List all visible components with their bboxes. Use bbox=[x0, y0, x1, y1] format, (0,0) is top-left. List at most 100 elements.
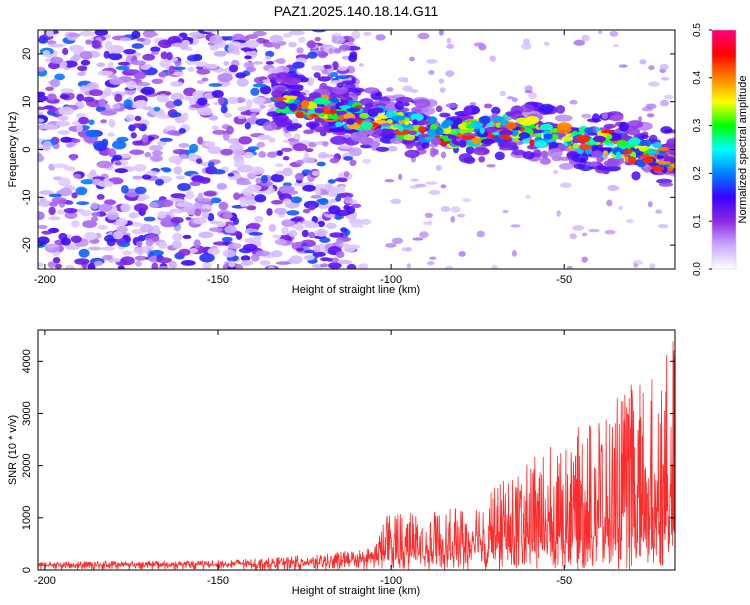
spectrogram-blob bbox=[421, 142, 430, 149]
spectrogram-blob bbox=[234, 158, 245, 166]
spectrogram-blob bbox=[312, 251, 326, 257]
spectrogram-blob bbox=[394, 101, 405, 110]
spectrogram-blob bbox=[551, 134, 559, 141]
spectrogram-blob bbox=[450, 206, 461, 213]
spectrogram-blob bbox=[335, 121, 343, 127]
spectrogram-blob bbox=[440, 206, 451, 212]
spectrogram-blob bbox=[50, 43, 65, 48]
spectrogram-blob bbox=[46, 93, 57, 101]
spectrogram-blob bbox=[473, 42, 485, 47]
spectrogram-blob bbox=[75, 186, 88, 196]
spectrogram-blob bbox=[329, 157, 340, 164]
snr-y-tick-label: 2000 bbox=[21, 453, 33, 477]
spectrogram-blob bbox=[95, 105, 106, 112]
spectrogram-x-ticks: -200 -150 -100 -50 bbox=[34, 30, 572, 286]
spectrogram-blob bbox=[566, 265, 573, 269]
spectrogram-blob bbox=[660, 99, 669, 107]
spectrogram-blob bbox=[236, 181, 252, 186]
spectrogram-blob bbox=[360, 121, 373, 129]
spectrogram-blob bbox=[392, 115, 406, 121]
spectrogram-blob bbox=[93, 260, 104, 267]
spectrogram-y-ticks: -20 -10 0 10 20 bbox=[21, 48, 675, 253]
spectrogram-blob bbox=[310, 195, 322, 199]
spectrogram-blob bbox=[38, 36, 48, 44]
spectrogram-x-tick-label: -200 bbox=[34, 274, 56, 286]
spectrogram-blob bbox=[104, 234, 116, 243]
spectrogram-blob bbox=[458, 139, 467, 148]
spectrogram-blob bbox=[387, 145, 398, 152]
spectrogram-blob bbox=[520, 120, 533, 126]
spectrogram-blob bbox=[349, 147, 362, 157]
spectrogram-blob bbox=[118, 241, 131, 248]
spectrogram-blob bbox=[130, 60, 147, 66]
spectrogram-blob bbox=[603, 159, 620, 167]
spectrogram-blob bbox=[211, 125, 219, 131]
spectrogram-blob bbox=[605, 133, 613, 140]
spectrogram-blob bbox=[157, 141, 167, 146]
spectrogram-blob bbox=[136, 240, 143, 247]
spectrogram-blob bbox=[133, 246, 149, 255]
spectrogram-blob bbox=[628, 156, 636, 164]
spectrogram-blob bbox=[198, 231, 214, 239]
spectrogram-blob bbox=[71, 192, 78, 199]
spectrogram-blob bbox=[384, 179, 395, 183]
spectrogram-blob bbox=[414, 183, 427, 188]
spectrogram-blob bbox=[142, 53, 156, 61]
spectrogram-blob bbox=[173, 99, 183, 107]
spectrogram-blob bbox=[556, 210, 561, 217]
spectrogram-blob bbox=[178, 248, 191, 256]
spectrogram-blob bbox=[265, 50, 275, 58]
spectrogram-blob bbox=[303, 200, 320, 209]
spectrogram-blob bbox=[317, 76, 331, 82]
spectrogram-blob bbox=[438, 78, 445, 84]
spectrogram-blob bbox=[115, 65, 130, 71]
spectrogram-blob bbox=[447, 134, 457, 139]
spectrogram-blob bbox=[258, 151, 267, 158]
spectrogram-y-tick-label: 10 bbox=[21, 96, 33, 108]
spectrogram-blob bbox=[418, 119, 429, 125]
spectrogram-blob bbox=[180, 260, 196, 266]
spectrogram-blob bbox=[149, 154, 163, 162]
spectrogram-blob bbox=[288, 103, 298, 111]
spectrogram-blob bbox=[210, 220, 220, 225]
spectrogram-blob bbox=[77, 65, 88, 72]
snr-y-tick-label: 0 bbox=[21, 567, 33, 573]
spectrogram-blob bbox=[469, 120, 484, 129]
spectrogram-blob bbox=[343, 244, 356, 253]
spectrogram-blob bbox=[327, 187, 340, 196]
spectrogram-blob bbox=[348, 41, 353, 45]
colorbar-label: Normalized spectral amplitude bbox=[737, 76, 749, 224]
spectrogram-blob bbox=[157, 242, 168, 249]
spectrogram-blob bbox=[112, 231, 124, 240]
spectrogram-blob bbox=[197, 97, 208, 106]
spectrogram-blob bbox=[144, 152, 152, 158]
spectrogram-blob bbox=[132, 123, 143, 128]
spectrogram-blob bbox=[465, 123, 472, 129]
spectrogram-blob bbox=[281, 219, 295, 227]
spectrogram-blob bbox=[151, 224, 161, 235]
spectrogram-blob bbox=[202, 262, 212, 269]
spectrogram-blob bbox=[499, 90, 506, 97]
spectrogram-blob bbox=[98, 203, 113, 212]
spectrogram-blob bbox=[244, 55, 252, 60]
colorbar-tick-label: 0.2 bbox=[692, 166, 703, 180]
spectrogram-blob bbox=[97, 224, 108, 230]
spectrogram-blob bbox=[94, 30, 109, 36]
spectrogram-blob bbox=[618, 64, 628, 68]
spectrogram-blob bbox=[502, 209, 509, 214]
spectrogram-blob bbox=[446, 44, 455, 49]
spectrogram-blob bbox=[142, 106, 154, 111]
spectrogram-blob bbox=[98, 98, 107, 108]
spectrogram-blob bbox=[140, 64, 151, 71]
spectrogram-blob bbox=[108, 118, 116, 128]
spectrogram-blob bbox=[83, 96, 95, 103]
spectrogram-blob bbox=[292, 143, 308, 152]
spectrogram-blob bbox=[398, 173, 403, 181]
spectrogram-blob bbox=[140, 223, 153, 233]
spectrogram-blob bbox=[405, 143, 414, 149]
spectrogram-blob bbox=[241, 259, 254, 266]
spectrogram-blob bbox=[494, 151, 505, 161]
spectrogram-blob bbox=[239, 198, 247, 208]
spectrogram-blob bbox=[196, 158, 203, 164]
